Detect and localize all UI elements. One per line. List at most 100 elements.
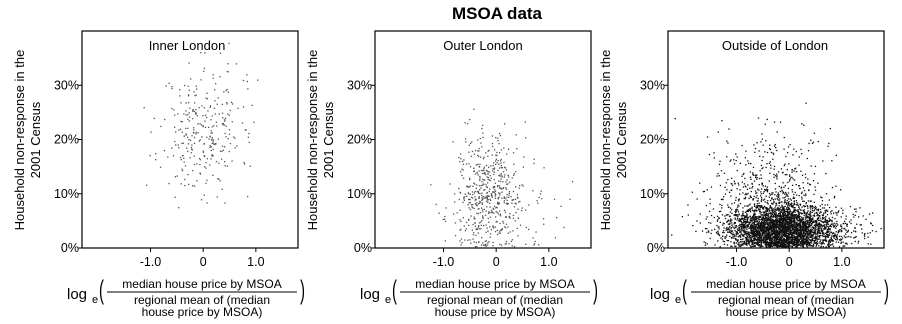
data-point — [817, 227, 819, 229]
data-point — [797, 236, 799, 238]
data-point — [808, 225, 810, 227]
data-point — [507, 183, 509, 185]
data-point — [188, 101, 190, 104]
data-point — [810, 200, 812, 202]
data-point — [477, 139, 479, 141]
data-point — [696, 198, 698, 200]
data-point — [795, 232, 798, 234]
data-point — [752, 198, 755, 200]
data-point — [745, 233, 747, 235]
data-point — [819, 219, 821, 221]
data-point — [822, 160, 824, 162]
data-point — [211, 126, 213, 128]
data-point — [797, 216, 799, 218]
data-point — [497, 203, 499, 205]
data-point — [779, 208, 781, 211]
data-point — [742, 212, 744, 214]
data-point — [729, 219, 731, 222]
data-point — [760, 197, 763, 199]
data-point — [784, 229, 786, 232]
data-point — [496, 211, 499, 214]
data-point — [773, 221, 775, 223]
data-point — [721, 214, 724, 216]
data-point — [809, 212, 811, 214]
data-point — [806, 231, 808, 233]
data-point — [774, 198, 776, 200]
data-point — [771, 198, 773, 200]
data-point — [773, 210, 775, 212]
data-point — [746, 234, 748, 236]
data-point — [770, 207, 773, 210]
data-point — [776, 215, 778, 217]
data-point — [503, 197, 505, 199]
data-point — [452, 141, 454, 143]
data-point — [753, 228, 756, 230]
data-point — [211, 154, 213, 156]
data-point — [793, 222, 795, 225]
data-point — [754, 213, 756, 216]
data-point — [753, 241, 755, 243]
data-point — [761, 206, 763, 208]
data-point — [776, 131, 778, 133]
data-point — [504, 209, 506, 212]
data-point — [430, 184, 432, 186]
data-point — [758, 241, 760, 244]
data-point — [505, 188, 508, 190]
data-point — [477, 191, 480, 193]
data-point — [774, 228, 776, 230]
data-point — [751, 235, 754, 238]
points — [671, 102, 882, 248]
data-point — [789, 198, 791, 200]
data-point — [760, 213, 762, 216]
data-point — [772, 216, 775, 218]
data-point — [217, 178, 219, 180]
data-point — [827, 145, 829, 147]
data-point — [202, 126, 204, 128]
data-point — [834, 218, 836, 220]
data-point — [823, 207, 825, 209]
data-point — [769, 237, 772, 239]
data-point — [485, 195, 487, 198]
data-point — [729, 230, 731, 232]
data-point — [792, 228, 794, 230]
data-point — [806, 215, 808, 217]
data-point — [788, 203, 790, 205]
data-point — [812, 227, 814, 229]
data-point — [830, 213, 832, 215]
data-point — [814, 209, 816, 211]
data-point — [732, 226, 734, 228]
data-point — [743, 231, 745, 234]
data-point — [784, 210, 787, 213]
data-point — [835, 231, 837, 233]
data-point — [799, 238, 801, 240]
data-point — [828, 231, 830, 233]
data-point — [539, 193, 542, 195]
data-point — [724, 186, 726, 188]
data-point — [782, 219, 784, 221]
data-point — [474, 218, 476, 220]
data-point — [480, 187, 482, 189]
data-point — [804, 206, 806, 208]
data-point — [753, 223, 755, 225]
data-point — [201, 136, 203, 138]
data-point — [787, 195, 789, 197]
data-point — [499, 222, 501, 225]
data-point — [730, 220, 732, 222]
data-point — [776, 175, 778, 177]
data-point — [858, 216, 860, 218]
data-point — [442, 218, 444, 221]
data-point — [775, 237, 777, 239]
data-point — [205, 182, 207, 184]
data-point — [206, 98, 208, 100]
data-point — [803, 212, 806, 214]
data-point — [793, 242, 795, 244]
data-point — [789, 230, 791, 233]
data-point — [828, 142, 830, 145]
data-point — [203, 67, 206, 69]
data-point — [731, 209, 733, 211]
data-point — [542, 218, 545, 220]
data-point — [487, 212, 490, 214]
data-point — [726, 234, 728, 236]
data-point — [748, 162, 750, 165]
data-point — [749, 176, 752, 178]
